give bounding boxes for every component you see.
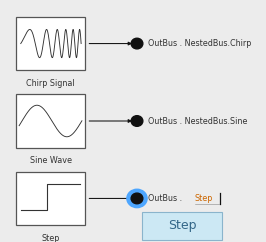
Circle shape bbox=[131, 38, 143, 49]
FancyBboxPatch shape bbox=[16, 94, 85, 148]
Text: OutBus . NestedBus.Sine: OutBus . NestedBus.Sine bbox=[148, 116, 247, 126]
Circle shape bbox=[131, 193, 143, 204]
FancyBboxPatch shape bbox=[16, 172, 85, 225]
FancyBboxPatch shape bbox=[16, 17, 85, 70]
FancyBboxPatch shape bbox=[142, 212, 222, 240]
Circle shape bbox=[131, 116, 143, 126]
Text: OutBus . NestedBus.Chirp: OutBus . NestedBus.Chirp bbox=[148, 39, 251, 48]
Text: Chirp Signal: Chirp Signal bbox=[26, 79, 75, 88]
Text: Step: Step bbox=[41, 234, 60, 242]
Text: Step: Step bbox=[168, 219, 197, 232]
Text: OutBus .: OutBus . bbox=[148, 194, 184, 203]
Text: Sine Wave: Sine Wave bbox=[30, 156, 72, 165]
Circle shape bbox=[127, 189, 147, 208]
Text: Step: Step bbox=[195, 194, 213, 203]
